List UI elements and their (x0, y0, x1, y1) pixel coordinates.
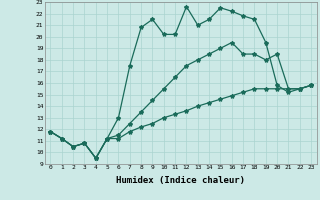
X-axis label: Humidex (Indice chaleur): Humidex (Indice chaleur) (116, 176, 245, 185)
